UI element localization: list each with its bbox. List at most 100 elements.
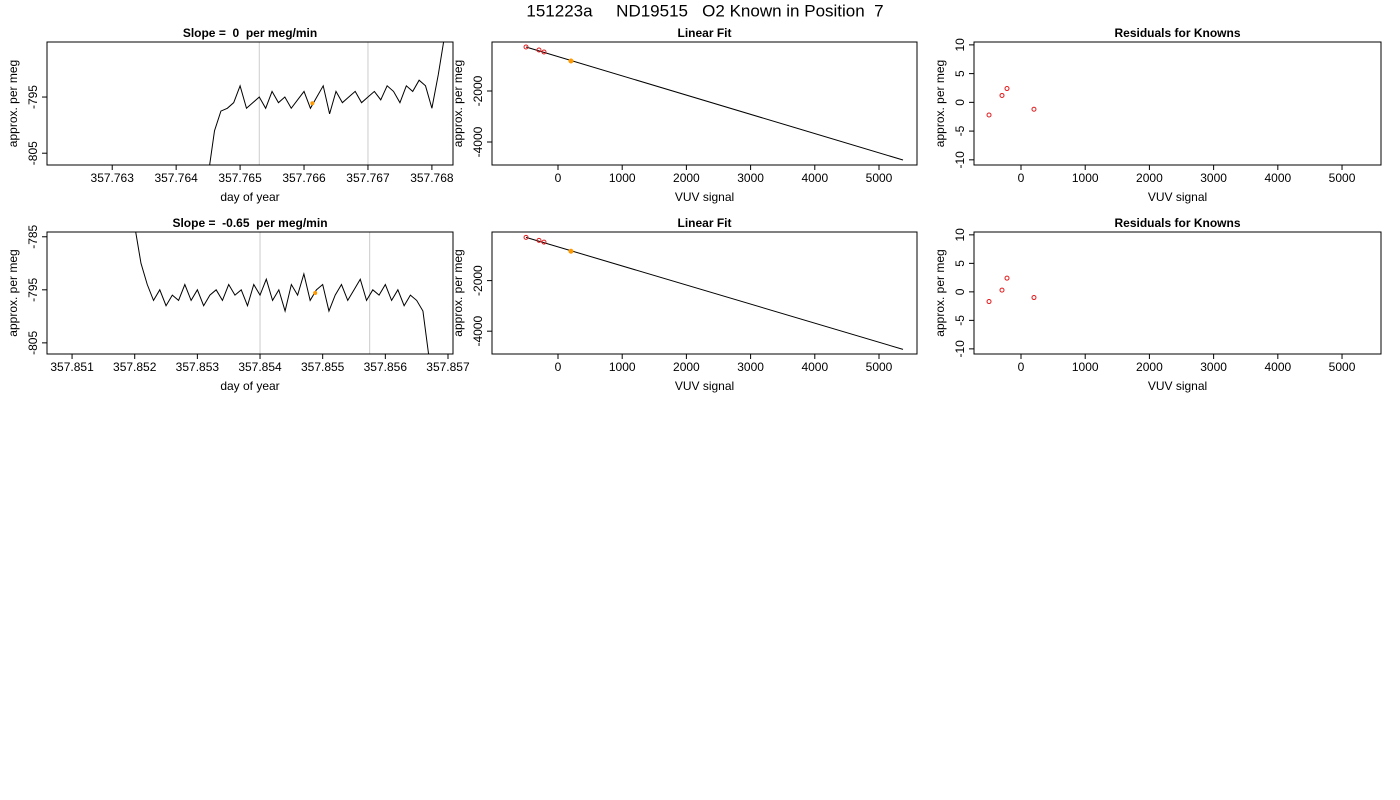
y-tick-label: -5 xyxy=(953,125,967,136)
highlight-point xyxy=(310,101,315,106)
fit-line xyxy=(525,46,904,161)
highlight-point xyxy=(313,291,318,295)
x-tick-label: 357.767 xyxy=(346,171,390,185)
panel: Residuals for Knowns VUV signal approx. pe… xyxy=(933,216,1382,393)
x-tick-label: 3000 xyxy=(737,171,764,185)
x-tick-label: 357.766 xyxy=(282,171,326,185)
x-tick-label: 357.853 xyxy=(176,360,220,374)
x-tick-label: 4000 xyxy=(801,171,828,185)
point xyxy=(523,44,529,50)
y-tick-label: 5 xyxy=(953,70,967,77)
plot-frame xyxy=(973,231,1382,355)
y-tick-label: -2000 xyxy=(471,265,485,296)
point xyxy=(536,47,542,53)
x-tick-label: 4000 xyxy=(801,360,828,374)
y-tick-label: -10 xyxy=(953,151,967,169)
point xyxy=(568,248,574,254)
point xyxy=(568,58,574,64)
point xyxy=(523,234,529,240)
x-tick-label: 3000 xyxy=(1200,171,1227,185)
x-axis-label: VUV signal xyxy=(675,190,734,204)
y-tick-label: -795 xyxy=(26,85,40,109)
point xyxy=(999,92,1005,98)
point xyxy=(986,112,992,118)
x-tick-label: 3000 xyxy=(737,360,764,374)
x-tick-label: 2000 xyxy=(673,171,700,185)
x-tick-label: 357.763 xyxy=(91,171,135,185)
y-tick-label: 10 xyxy=(953,38,967,52)
point xyxy=(541,49,547,55)
x-tick-label: 4000 xyxy=(1264,171,1291,185)
panel-title: Slope = -0.65 per meg/min xyxy=(172,216,327,230)
x-axis-label: day of year xyxy=(220,190,279,204)
panel-title: Slope = 0 per meg/min xyxy=(183,26,317,40)
panel-title: Residuals for Knowns xyxy=(1114,26,1240,40)
point xyxy=(999,287,1005,293)
panel-title: Linear Fit xyxy=(677,216,731,230)
y-tick-label: 0 xyxy=(953,99,967,106)
y-tick-label: -785 xyxy=(26,224,40,248)
y-tick-label: 5 xyxy=(953,260,967,267)
plot-area xyxy=(523,44,904,161)
x-tick-label: 0 xyxy=(1018,360,1025,374)
x-tick-label: 357.857 xyxy=(426,360,470,374)
x-tick-label: 357.854 xyxy=(238,360,282,374)
x-axis-label: VUV signal xyxy=(1148,379,1207,393)
x-tick-label: 4000 xyxy=(1264,360,1291,374)
y-tick-label: -805 xyxy=(26,141,40,165)
y-tick-label: -805 xyxy=(26,331,40,355)
y-tick-label: 10 xyxy=(953,228,967,242)
x-axis-label: VUV signal xyxy=(675,379,734,393)
y-axis-label: approx. per meg xyxy=(933,60,947,147)
figure-title: 151223a ND19515 O2 Known in Position 7 xyxy=(526,1,883,20)
y-tick-label: -5 xyxy=(953,315,967,326)
y-axis-label: approx. per meg xyxy=(6,60,20,147)
x-tick-label: 2000 xyxy=(1136,360,1163,374)
plot-frame xyxy=(491,231,918,355)
x-tick-label: 3000 xyxy=(1200,360,1227,374)
plot-area xyxy=(986,275,1037,305)
x-tick-label: 2000 xyxy=(673,360,700,374)
plot-frame xyxy=(46,41,454,166)
x-tick-label: 5000 xyxy=(1329,360,1356,374)
x-tick-label: 5000 xyxy=(866,171,893,185)
x-tick-label: 2000 xyxy=(1136,171,1163,185)
panel: Slope = 0 per meg/min day of year approx. … xyxy=(6,26,454,204)
x-tick-label: 1000 xyxy=(1072,171,1099,185)
y-tick-label: -10 xyxy=(953,340,967,358)
point xyxy=(1004,275,1010,281)
x-tick-label: 357.851 xyxy=(50,360,94,374)
point xyxy=(986,299,992,305)
x-axis-label: VUV signal xyxy=(1148,190,1207,204)
data-line xyxy=(209,42,445,165)
x-tick-label: 357.855 xyxy=(301,360,345,374)
x-tick-label: 5000 xyxy=(1329,171,1356,185)
y-tick-label: 0 xyxy=(953,288,967,295)
x-tick-label: 1000 xyxy=(609,171,636,185)
y-tick-label: -2000 xyxy=(471,75,485,106)
y-axis-label: approx. per meg xyxy=(933,249,947,336)
panel-title: Linear Fit xyxy=(677,26,731,40)
x-tick-label: 1000 xyxy=(609,360,636,374)
x-tick-label: 0 xyxy=(555,360,562,374)
fit-line xyxy=(525,236,904,350)
panel: Slope = -0.65 per meg/min day of year appr… xyxy=(6,216,470,393)
y-axis-label: approx. per meg xyxy=(451,249,465,336)
point xyxy=(536,237,542,243)
panel: Linear Fit VUV signal approx. per meg 0 1000… xyxy=(451,216,918,393)
plot-area xyxy=(209,42,445,165)
plot-area xyxy=(523,234,904,350)
plot-frame xyxy=(973,41,1382,166)
x-tick-label: 357.856 xyxy=(364,360,408,374)
point xyxy=(1031,106,1037,112)
x-tick-label: 357.764 xyxy=(154,171,198,185)
x-tick-label: 357.765 xyxy=(218,171,262,185)
point xyxy=(541,239,547,245)
point xyxy=(1004,86,1010,92)
y-axis-label: approx. per meg xyxy=(6,249,20,336)
plot-frame xyxy=(491,41,918,166)
point xyxy=(1031,295,1037,301)
y-tick-label: -4000 xyxy=(471,126,485,157)
x-tick-label: 357.768 xyxy=(410,171,454,185)
